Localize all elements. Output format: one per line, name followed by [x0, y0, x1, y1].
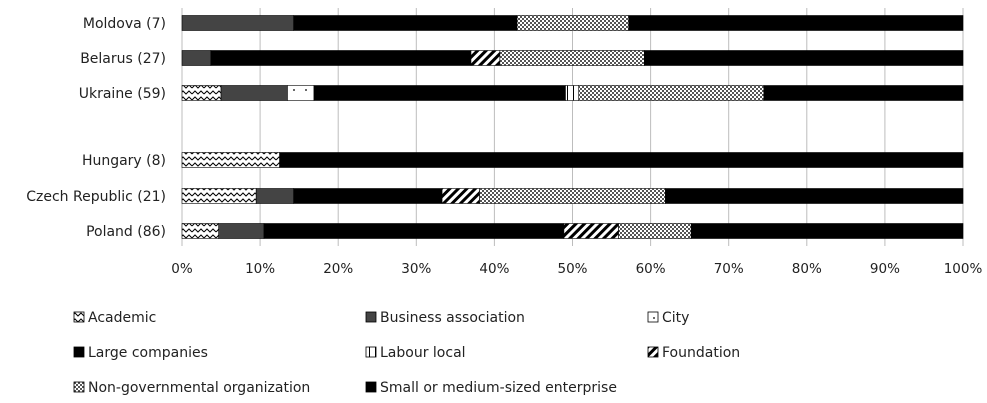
legend-swatch-city [647, 311, 659, 323]
category-label: Poland (86) [86, 224, 166, 240]
bar-city [287, 85, 315, 101]
legend: Academic Business association City Large co… [73, 310, 740, 396]
bar-business-association [181, 15, 294, 31]
x-tick-label: 30% [401, 261, 431, 277]
bar-large-companies [263, 223, 565, 239]
bar-foundation [470, 50, 501, 66]
category-label: Moldova (7) [83, 16, 166, 32]
legend-swatch-labour-local [365, 346, 377, 358]
bar-foundation [441, 188, 480, 204]
category-label: Belarus (27) [80, 51, 166, 67]
bar-foundation [563, 223, 619, 239]
legend-swatch-small-or-medium-sized-enterprise [365, 381, 377, 393]
legend-label-city: City [662, 310, 689, 326]
legend-label-non-governmental-organization: Non-governmental organization [88, 380, 310, 396]
legend-label-large-companies: Large companies [88, 345, 208, 361]
x-tick-label: 10% [245, 261, 275, 277]
bar-business-association [220, 85, 288, 101]
x-tick-label: 50% [557, 261, 587, 277]
bar-large-companies [210, 50, 472, 66]
category-label: Ukraine (59) [79, 86, 166, 102]
bar-academic [181, 223, 220, 239]
bar-academic [181, 85, 222, 101]
x-tick-label: 90% [870, 261, 900, 277]
legend-swatch-business-association [365, 311, 377, 323]
legend-label-labour-local: Labour local [380, 345, 466, 361]
legend-label-academic: Academic [88, 310, 156, 326]
bar-non-governmental-organization [516, 15, 630, 31]
category-label: Czech Republic (21) [26, 189, 166, 205]
x-axis-tick-labels: 0% 10% 20% 30% 40% 50% 60% 70% 80% 90% 100% [171, 261, 982, 277]
bar-small-or-medium-sized-enterprise [763, 85, 964, 101]
legend-label-foundation: Foundation [662, 345, 740, 361]
grid-lines [181, 8, 964, 246]
bar-small-or-medium-sized-enterprise [279, 152, 964, 168]
bars [181, 15, 964, 239]
bar-small-or-medium-sized-enterprise [644, 50, 964, 66]
legend-swatch-large-companies [73, 346, 85, 358]
bar-academic [181, 152, 280, 168]
bar-non-governmental-organization [499, 50, 645, 66]
x-tick-label: 70% [714, 261, 744, 277]
x-tick-label: 0% [171, 261, 193, 277]
category-labels: Moldova (7) Belarus (27) Ukraine (59) Hunga… [26, 16, 166, 240]
bar-business-association [218, 223, 265, 239]
bar-business-association [181, 50, 212, 66]
bar-academic [181, 188, 257, 204]
x-tick-label: 100% [944, 261, 983, 277]
legend-swatch-foundation [647, 346, 659, 358]
bar-non-governmental-organization [479, 188, 666, 204]
bar-small-or-medium-sized-enterprise [690, 223, 964, 239]
legend-label-small-or-medium-sized-enterprise: Small or medium-sized enterprise [380, 380, 617, 396]
bar-small-or-medium-sized-enterprise [665, 188, 964, 204]
bar-non-governmental-organization [618, 223, 692, 239]
legend-swatch-academic [73, 311, 85, 323]
legend-label-business-association: Business association [380, 310, 525, 326]
bar-small-or-medium-sized-enterprise [628, 15, 964, 31]
bar-labour-local [565, 85, 580, 101]
x-tick-label: 60% [636, 261, 666, 277]
bar-large-companies [293, 188, 443, 204]
bar-large-companies [313, 85, 566, 101]
x-tick-label: 80% [792, 261, 822, 277]
category-label: Hungary (8) [82, 153, 166, 169]
x-tick-label: 40% [479, 261, 509, 277]
bar-non-governmental-organization [578, 85, 765, 101]
bar-business-association [255, 188, 294, 204]
legend-swatch-non-governmental-organization [73, 381, 85, 393]
x-tick-label: 20% [323, 261, 353, 277]
bar-large-companies [293, 15, 518, 31]
